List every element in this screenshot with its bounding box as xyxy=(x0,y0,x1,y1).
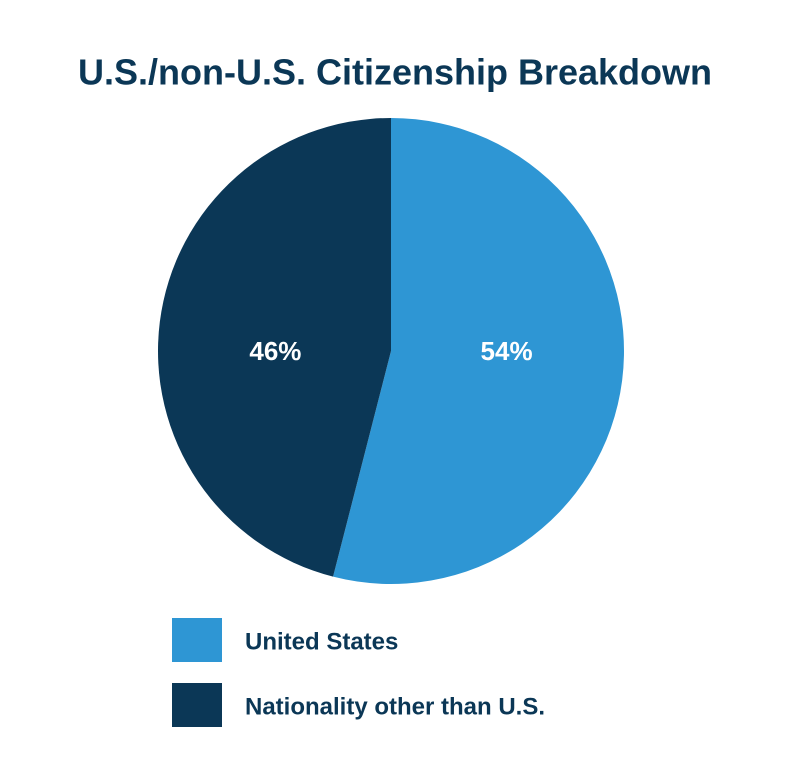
data-label: 54% xyxy=(481,336,533,366)
legend-label: Nationality other than U.S. xyxy=(245,693,545,720)
legend-swatch xyxy=(172,618,222,662)
chart-title: U.S./non-U.S. Citizenship Breakdown xyxy=(78,52,712,93)
legend-label: United States xyxy=(245,628,398,655)
data-label: 46% xyxy=(249,336,301,366)
pie-slice xyxy=(158,118,391,577)
pie-slice xyxy=(333,118,624,584)
legend-swatch xyxy=(172,683,222,727)
